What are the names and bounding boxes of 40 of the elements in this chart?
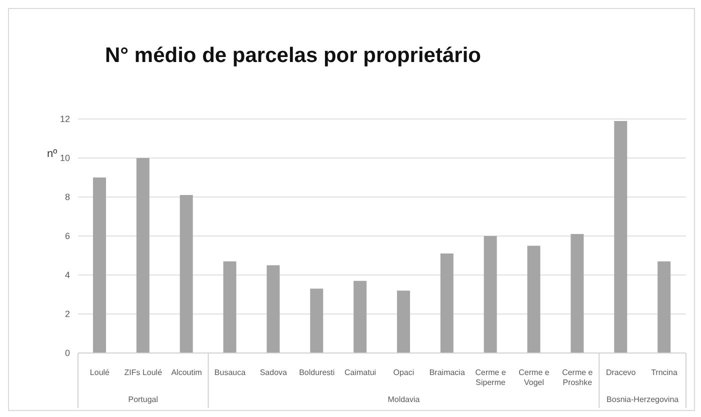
x-tick-label: Dracevo bbox=[606, 368, 636, 377]
x-tick-label: Cerme e Proshke bbox=[562, 368, 594, 387]
x-tick-label: Opaci bbox=[393, 368, 414, 377]
x-tick-label: Loulé bbox=[90, 368, 110, 377]
bar bbox=[484, 236, 497, 353]
bar bbox=[93, 178, 106, 353]
y-tick-label: 8 bbox=[64, 192, 70, 202]
bar bbox=[440, 254, 454, 353]
text: Portugal bbox=[128, 395, 158, 404]
bar bbox=[397, 290, 410, 353]
bar bbox=[310, 288, 324, 353]
bar bbox=[136, 158, 150, 353]
x-tick-label: Caimatui bbox=[344, 368, 376, 377]
x-tick-label: Cerme e Siperme bbox=[475, 368, 506, 387]
y-tick-label: 4 bbox=[64, 270, 70, 280]
text: Bosnia-Herzegovina bbox=[606, 395, 680, 404]
bar bbox=[180, 195, 193, 353]
bar bbox=[354, 280, 367, 353]
bar bbox=[614, 120, 628, 353]
y-tick-label: 2 bbox=[64, 309, 70, 320]
x-tick-label: Trncina bbox=[651, 368, 678, 377]
x-tick-label: Bolduresti bbox=[299, 368, 335, 377]
text: Moldavia bbox=[388, 395, 420, 404]
x-tick-label: Alcoutim bbox=[171, 368, 202, 377]
y-tick-label: 10 bbox=[60, 153, 70, 164]
chart-title: N° médio de parcelas por proprietário bbox=[105, 44, 481, 67]
bar bbox=[570, 234, 584, 353]
x-tick-label: Busauca bbox=[214, 368, 246, 377]
bar bbox=[658, 261, 671, 353]
bar bbox=[266, 265, 280, 353]
y-tick-label: 6 bbox=[64, 231, 70, 242]
y-axis-title: nº bbox=[47, 148, 58, 160]
x-tick-label: ZIFs Loulé bbox=[124, 368, 163, 377]
bar bbox=[223, 261, 236, 353]
bar bbox=[527, 246, 540, 353]
x-tick-label: Sadova bbox=[260, 368, 288, 377]
x-tick-label: Braimacia bbox=[429, 368, 466, 377]
y-tick-label: 0 bbox=[64, 348, 70, 358]
x-tick-label: Cerme e Vogel bbox=[518, 368, 550, 387]
y-tick-label: 12 bbox=[60, 114, 70, 124]
